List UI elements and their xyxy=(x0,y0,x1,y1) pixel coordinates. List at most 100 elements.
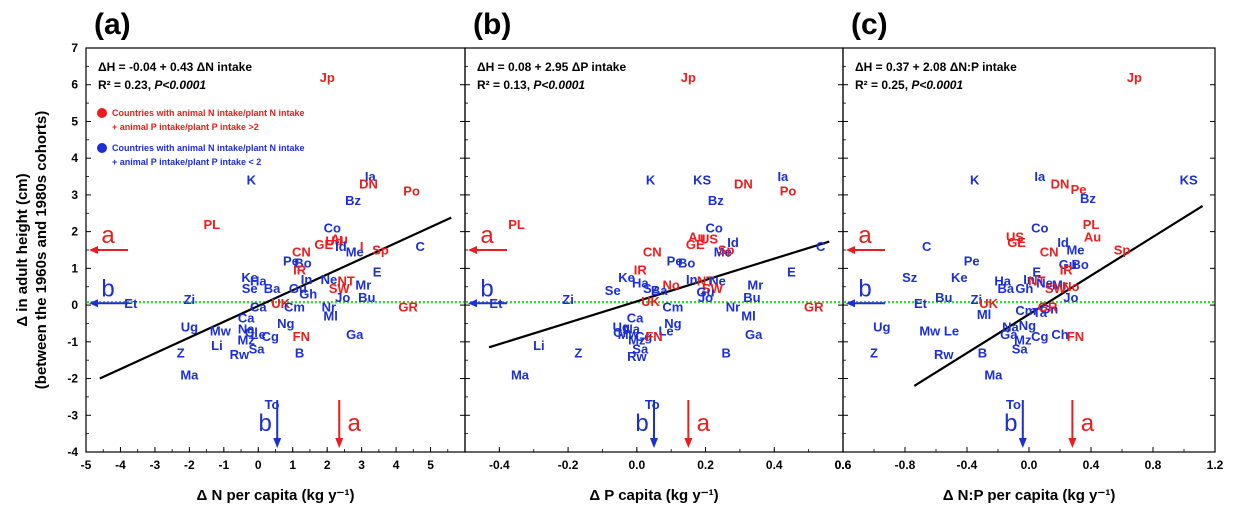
data-point: Na xyxy=(238,321,255,336)
arrow-label: b xyxy=(480,275,493,302)
data-point: Me xyxy=(714,244,732,259)
x-tick-label: 0.8 xyxy=(1145,458,1162,472)
x-tick-label: 0.6 xyxy=(835,458,852,472)
data-point: C xyxy=(816,239,826,254)
arrowhead xyxy=(1068,438,1077,448)
data-point: CN xyxy=(1040,244,1059,259)
data-point: Et xyxy=(914,296,928,311)
y-axis-label-line2: (between the 1960s and 1980s cohorts) xyxy=(33,111,50,389)
data-point: Me xyxy=(346,244,364,259)
data-point: Cm xyxy=(284,299,305,314)
data-point: Cg xyxy=(1031,329,1048,344)
y-tick-label: -4 xyxy=(67,445,78,459)
data-point: PL xyxy=(203,217,220,232)
data-point: Co xyxy=(705,220,722,235)
data-point: Ud xyxy=(325,233,342,248)
arrow-label: a xyxy=(1081,410,1095,437)
data-point: Ca xyxy=(238,310,255,325)
data-point: CN xyxy=(292,244,311,259)
data-point: Ne xyxy=(321,272,338,287)
data-point: PL xyxy=(508,217,525,232)
data-point: Bz xyxy=(345,193,361,208)
data-point: Cm xyxy=(1015,303,1036,318)
data-point: Mw xyxy=(210,323,232,338)
data-point: Ug xyxy=(613,320,630,335)
data-point: Cm xyxy=(662,299,683,314)
x-tick-label: -5 xyxy=(81,458,92,472)
legend-marker xyxy=(97,108,107,118)
y-tick-label: 7 xyxy=(71,41,78,55)
x-tick-label: 3 xyxy=(358,458,365,472)
data-point: To xyxy=(265,397,280,412)
data-point: Ta xyxy=(1033,305,1048,320)
arrow-label: a xyxy=(697,410,711,437)
data-point: C xyxy=(416,239,426,254)
data-point: Se xyxy=(605,283,621,298)
data-point: Ba xyxy=(264,281,281,296)
data-point: GR xyxy=(398,299,418,314)
data-point: Et xyxy=(489,296,503,311)
data-point: SW xyxy=(702,281,724,296)
arrow-label: b xyxy=(101,275,114,302)
data-point: Sa xyxy=(632,342,649,357)
regression-equation: ΔH = 0.08 + 2.95 ΔP intake xyxy=(477,60,626,74)
data-point: Gn xyxy=(1040,301,1058,316)
data-point: Jo xyxy=(1063,290,1078,305)
arrowhead xyxy=(846,299,855,308)
data-point: C xyxy=(922,239,932,254)
legend-marker xyxy=(97,143,107,153)
data-point: Bu xyxy=(935,290,952,305)
data-point: Jp xyxy=(320,70,335,85)
data-point: No xyxy=(1062,279,1079,294)
y-tick-label: 1 xyxy=(71,261,78,275)
x-axis-label: Δ P capita (kg y⁻¹) xyxy=(589,487,718,504)
data-point: Mr xyxy=(1052,277,1068,292)
arrowhead xyxy=(335,438,344,448)
data-point: Ne xyxy=(1036,276,1053,291)
data-point: Mr xyxy=(355,277,371,292)
data-point: Cl xyxy=(613,325,626,340)
data-point: Co xyxy=(324,220,341,235)
legend-text: + animal P intake/plant P intake >2 xyxy=(112,122,259,132)
data-point: Ia xyxy=(365,169,377,184)
arrow-label: a xyxy=(858,222,872,249)
arrow-label: b xyxy=(858,275,871,302)
x-tick-label: -0.4 xyxy=(957,458,978,472)
data-point: B xyxy=(295,345,304,360)
data-point: IR xyxy=(634,263,648,278)
x-axis-label: Δ N:P per capita (kg y⁻¹) xyxy=(943,487,1116,504)
data-point: Ca xyxy=(250,299,267,314)
data-point: Id xyxy=(727,235,739,250)
data-point: K xyxy=(970,173,980,188)
data-point: Zi xyxy=(184,292,196,307)
x-tick-label: 1 xyxy=(289,458,296,472)
data-point: GE xyxy=(686,237,705,252)
data-point: FN xyxy=(645,329,662,344)
r-squared: R² = 0.25, xyxy=(855,78,911,92)
data-point: Pe xyxy=(964,254,980,269)
data-point: K xyxy=(646,173,656,188)
data-point: Nr xyxy=(322,299,336,314)
data-point: Ca xyxy=(627,310,644,325)
data-point: In xyxy=(1023,272,1035,287)
regression-line xyxy=(99,216,452,380)
data-point: Bo xyxy=(678,255,695,270)
data-point: Bo xyxy=(294,255,311,270)
data-point: Z xyxy=(177,345,185,360)
data-point: B xyxy=(721,345,730,360)
data-point: Ng xyxy=(1019,318,1036,333)
y-tick-label: -2 xyxy=(67,372,78,386)
data-point: Jp xyxy=(681,70,696,85)
y-tick-label: 6 xyxy=(71,78,78,92)
data-point: DN xyxy=(734,176,753,191)
regression-stats: R² = 0.25, P<0.0001 xyxy=(855,78,963,92)
arrowhead xyxy=(89,299,98,308)
data-point: Ga xyxy=(1000,327,1018,342)
x-tick-label: -2 xyxy=(184,458,195,472)
r-squared: R² = 0.23, xyxy=(98,78,154,92)
data-point: Po xyxy=(780,184,797,199)
data-point: Au xyxy=(331,231,348,246)
panel-label: (a) xyxy=(94,8,131,41)
data-point: Pe xyxy=(667,254,683,269)
